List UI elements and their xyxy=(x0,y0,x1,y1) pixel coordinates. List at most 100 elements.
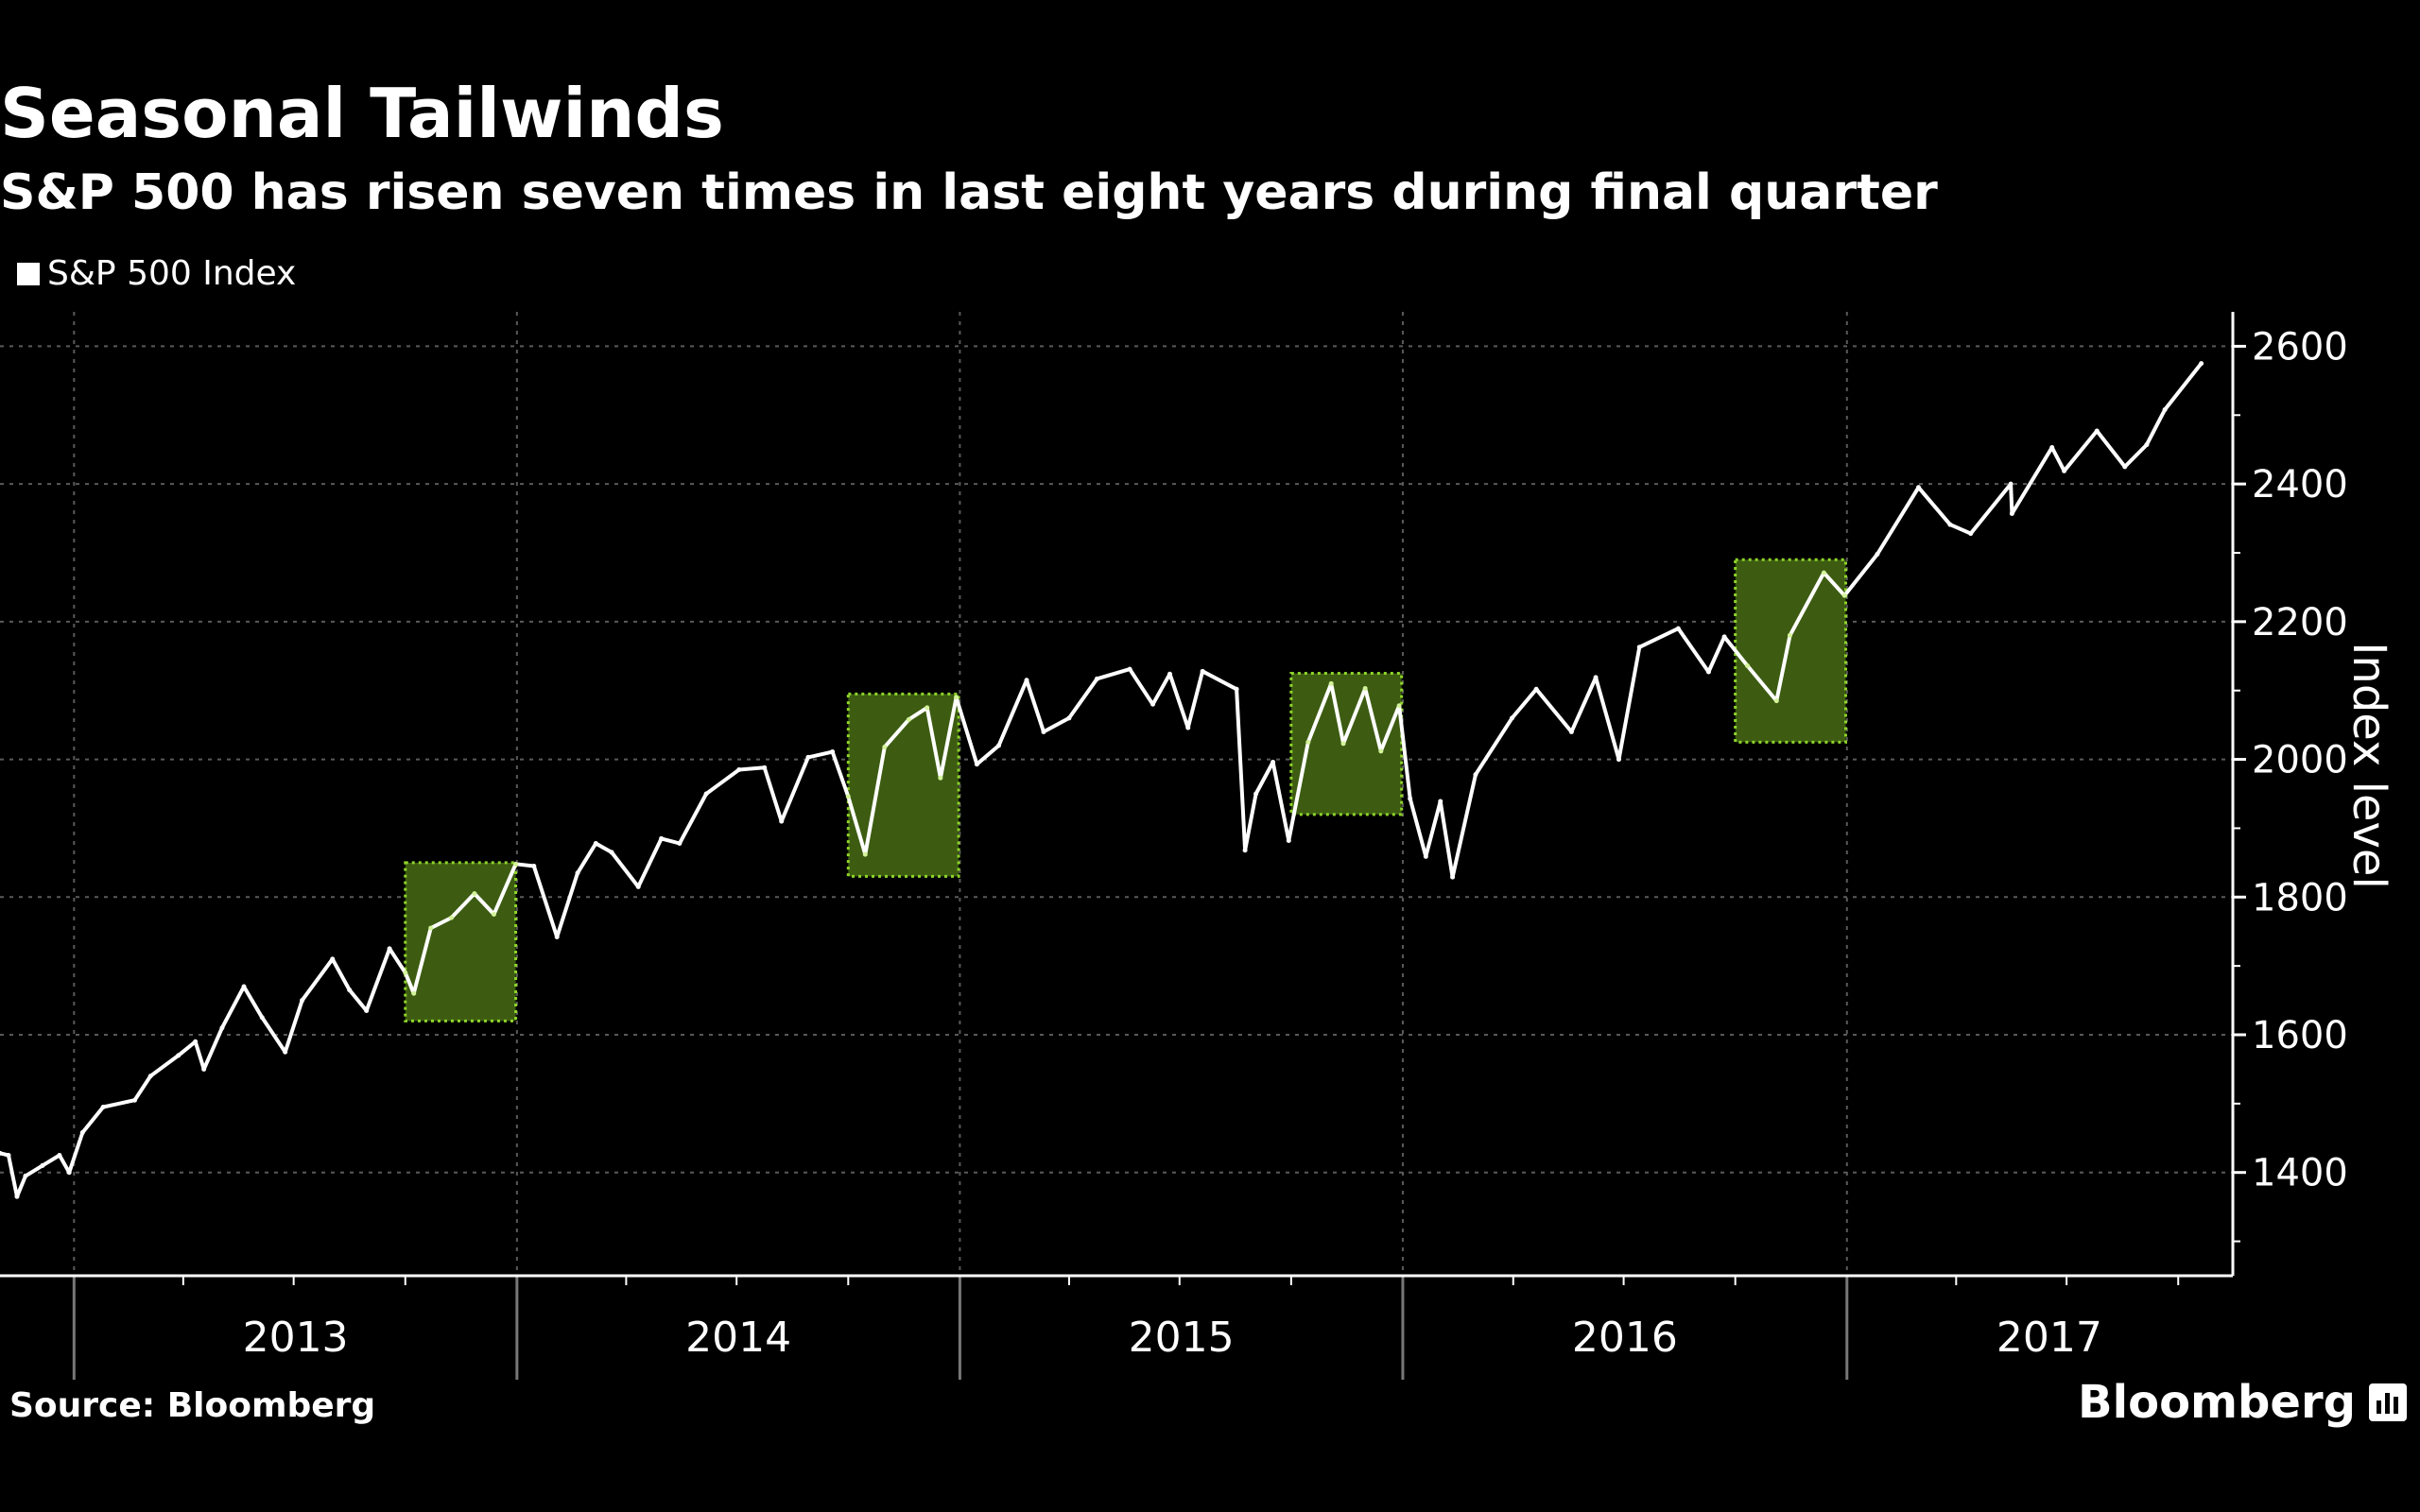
data-point xyxy=(1675,626,1681,631)
data-point xyxy=(2008,481,2014,487)
brand-logo: Bloomberg xyxy=(2078,1380,2407,1425)
year-label: 2016 xyxy=(1572,1314,1678,1362)
q4-highlight-boxes xyxy=(404,558,1848,1022)
data-point xyxy=(364,1008,370,1013)
q4-highlight-box xyxy=(1734,558,1848,744)
data-point xyxy=(659,835,665,841)
data-point xyxy=(2049,445,2055,451)
data-point xyxy=(2094,428,2100,434)
data-point xyxy=(1234,686,1239,692)
data-point xyxy=(6,1153,11,1158)
data-point xyxy=(1242,848,1248,853)
y-tick-label: 2200 xyxy=(2252,601,2348,644)
data-point xyxy=(1616,757,1621,763)
data-point xyxy=(330,956,336,962)
data-point xyxy=(1821,570,1826,576)
brand-name: Bloomberg xyxy=(2078,1376,2356,1429)
data-point xyxy=(1094,676,1099,681)
data-point xyxy=(1916,485,1922,490)
data-point xyxy=(1305,739,1311,745)
data-point xyxy=(1185,725,1191,730)
data-point xyxy=(2062,468,2067,473)
y-tick-label: 2400 xyxy=(2252,463,2348,507)
data-point xyxy=(131,1097,137,1103)
data-point xyxy=(201,1066,207,1072)
data-point xyxy=(575,870,580,876)
data-point xyxy=(762,765,768,770)
axes xyxy=(0,312,2246,1380)
data-point xyxy=(57,1153,62,1158)
data-point xyxy=(609,850,614,855)
legend: S&P 500 Index xyxy=(17,257,296,291)
data-point xyxy=(1378,748,1384,754)
y-tick-label: 1600 xyxy=(2252,1014,2348,1057)
year-label: 2014 xyxy=(685,1314,791,1362)
data-point xyxy=(449,915,455,920)
chart-title: Seasonal Tailwinds xyxy=(0,74,724,153)
data-point xyxy=(1127,666,1132,672)
data-point xyxy=(1270,759,1276,765)
data-point xyxy=(1328,680,1334,686)
legend-label: S&P 500 Index xyxy=(47,254,297,293)
chart-subtitle: S&P 500 has risen seven times in last ei… xyxy=(0,164,1938,221)
data-point xyxy=(100,1105,106,1109)
axis-labels: 1400 1600 1800 2000 2200 2400 2600 2013 2014 2015… xyxy=(243,325,2395,1362)
data-point xyxy=(283,1049,288,1055)
data-point xyxy=(79,1129,85,1135)
sp500-series-line xyxy=(0,362,2204,1199)
data-point xyxy=(2122,464,2128,470)
data-point xyxy=(1593,675,1599,680)
data-point xyxy=(1841,593,1847,598)
data-point xyxy=(387,946,392,952)
data-point xyxy=(1568,729,1574,734)
data-point xyxy=(347,988,353,993)
data-point xyxy=(1408,796,1413,801)
data-point xyxy=(1041,729,1046,734)
data-point xyxy=(677,840,683,846)
data-point xyxy=(40,1162,45,1168)
y-tick-label: 2600 xyxy=(2252,325,2348,369)
data-point xyxy=(882,744,888,749)
data-point xyxy=(703,791,709,797)
data-point xyxy=(1721,634,1727,640)
data-point xyxy=(938,775,943,781)
data-point xyxy=(1875,551,1880,557)
data-point xyxy=(1947,522,1953,527)
data-point xyxy=(1533,686,1539,692)
data-point xyxy=(513,861,519,867)
data-point xyxy=(259,1015,265,1021)
data-point xyxy=(176,1053,182,1058)
data-point xyxy=(862,851,868,857)
bloomberg-chart-icon xyxy=(2369,1383,2407,1421)
data-point xyxy=(830,749,836,755)
data-point xyxy=(491,912,496,917)
data-point xyxy=(411,990,417,996)
data-point xyxy=(2144,442,2150,448)
data-point xyxy=(1066,715,1072,721)
data-point xyxy=(1705,669,1711,675)
legend-swatch-icon xyxy=(17,263,40,285)
data-point xyxy=(1509,715,1514,721)
data-point xyxy=(779,818,785,824)
data-point xyxy=(974,762,979,767)
data-point xyxy=(66,1170,72,1176)
data-point xyxy=(219,1025,225,1031)
y-tick-label: 1400 xyxy=(2252,1152,2348,1195)
data-point xyxy=(1787,632,1792,638)
series-lines xyxy=(0,361,2204,1199)
data-point xyxy=(1968,531,1974,537)
data-point xyxy=(635,884,641,889)
data-point xyxy=(1253,791,1259,797)
grid-lines xyxy=(0,312,2233,1276)
data-point xyxy=(593,840,598,846)
data-point xyxy=(845,794,851,799)
data-point xyxy=(954,695,959,700)
data-point xyxy=(925,705,930,711)
q4-highlight-box xyxy=(404,861,518,1022)
data-point xyxy=(147,1074,153,1079)
data-point xyxy=(472,891,477,897)
data-point xyxy=(1473,772,1478,778)
data-point xyxy=(14,1194,20,1199)
data-point xyxy=(805,754,811,760)
year-label: 2013 xyxy=(243,1314,349,1362)
